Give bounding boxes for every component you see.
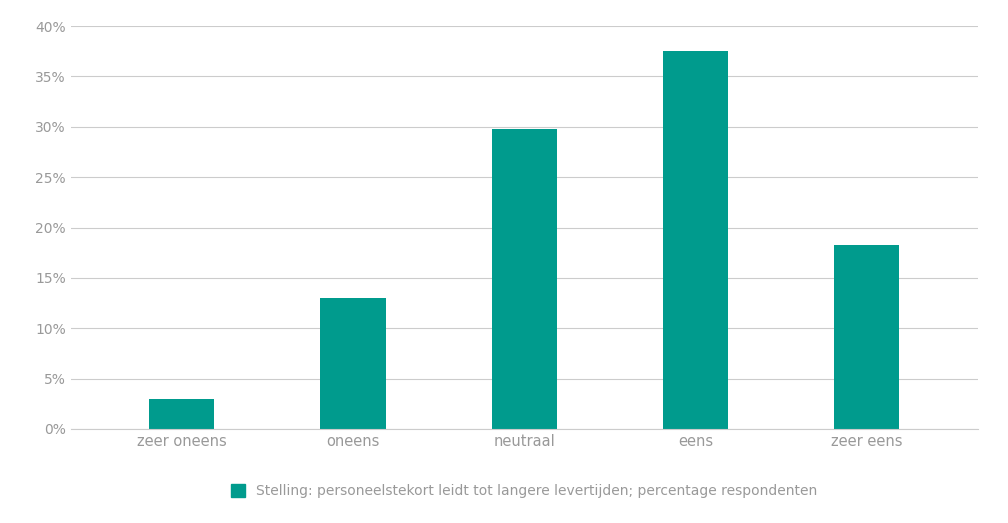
Legend: Stelling: personeelstekort leidt tot langere levertijden; percentage respondente: Stelling: personeelstekort leidt tot lan… <box>231 484 817 498</box>
Bar <box>149 399 215 429</box>
Bar <box>663 51 728 429</box>
Bar <box>321 298 385 429</box>
Bar <box>492 129 556 429</box>
Bar <box>834 245 899 429</box>
